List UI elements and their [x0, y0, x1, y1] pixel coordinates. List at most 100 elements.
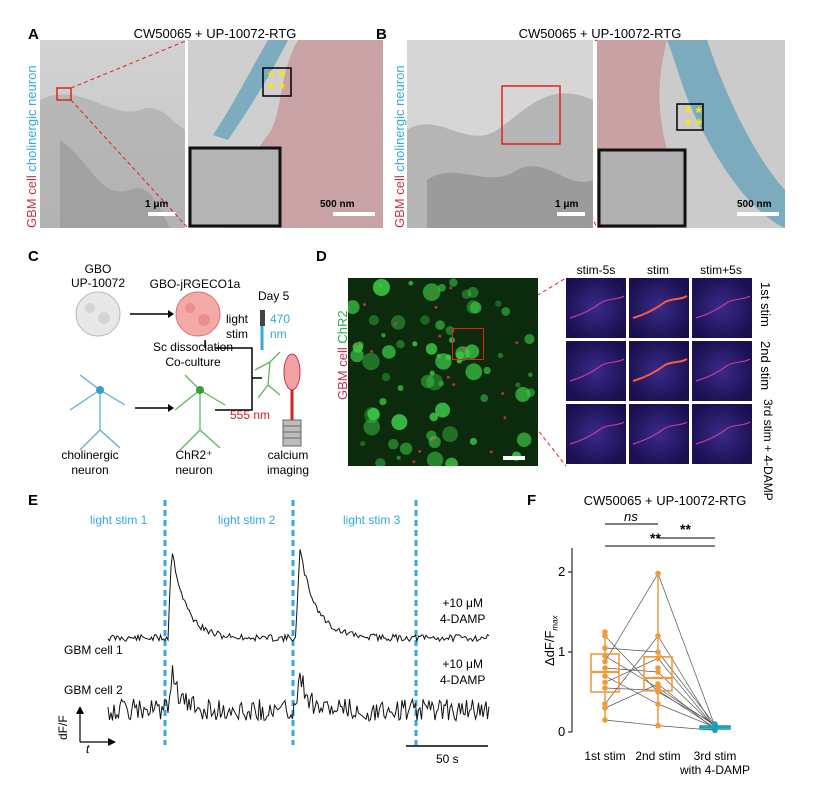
data-point: [655, 649, 661, 655]
data-point: [602, 665, 608, 671]
stim-label-2: light stim 2: [218, 513, 276, 527]
panel-f-title: CW50065 + UP-10072-RTG: [583, 493, 747, 508]
chr2-neuron-icon: [174, 374, 226, 451]
row-label-2nd: 2nd stim: [758, 341, 773, 391]
calcium-image-grid: [566, 278, 756, 466]
data-point: [712, 721, 718, 727]
x-axis-label-t: t: [86, 742, 90, 756]
panel-b-ylabel: GBM cell cholinergic neuron: [392, 65, 407, 228]
time-scale-label: 50 s: [436, 752, 459, 766]
em-image-b-zoom: * * * * 500 nm: [597, 40, 785, 228]
svg-text:* *: * *: [268, 69, 286, 86]
data-point: [602, 658, 608, 665]
data-point: [602, 701, 608, 707]
data-point: [655, 701, 661, 707]
data-point: [602, 645, 608, 651]
data-point: [602, 717, 608, 723]
stim-label-3: light stim 3: [343, 513, 401, 527]
stim-label-1: light stim 1: [90, 513, 148, 527]
row-label-3rd: 3rd stim + 4-DAMP: [761, 399, 775, 501]
trace-label-cell1: GBM cell 1: [64, 643, 123, 657]
gbo-label: GBO UP-10072: [70, 262, 126, 290]
excite-nm-label: 555 nm: [230, 408, 271, 422]
calcium-tile: [629, 278, 689, 338]
data-point: [602, 633, 608, 639]
sig-label-3: **: [650, 530, 661, 546]
gbo-organoid-icon: [75, 291, 121, 337]
data-point: [602, 705, 608, 711]
data-point: [602, 673, 608, 679]
data-point: [655, 669, 661, 675]
calcium-tile: [692, 341, 752, 401]
light-stim-label: light stim: [226, 312, 249, 341]
data-point: [655, 570, 661, 577]
calcium-tile: [692, 404, 752, 464]
day-label: Day 5: [258, 289, 290, 303]
sig-label-2: **: [680, 521, 691, 537]
x-category-label: 1st stim: [584, 749, 625, 763]
x-category-label: 3rd stim: [694, 749, 737, 763]
data-point: [655, 685, 661, 691]
y-tick-label: 0: [558, 724, 565, 739]
data-point: [655, 722, 661, 729]
data-point: [602, 629, 608, 635]
svg-text:* *: * *: [268, 81, 286, 98]
panel-b-title: CW50065 + UP-10072-RTG: [518, 26, 682, 41]
scale-bar-d: [503, 456, 525, 460]
y-axis-label-dff: dF/F: [56, 715, 70, 740]
scale-label-a-left: 1 μm: [145, 199, 169, 210]
scale-label-a-right: 500 nm: [320, 199, 355, 210]
scale-label-b-right: 500 nm: [737, 199, 772, 210]
zoom-box-a: [56, 87, 72, 101]
data-point: [655, 665, 661, 671]
data-point: [602, 653, 608, 659]
y-tick-label: 2: [558, 564, 565, 579]
em-image-b-overview: 1 μm: [407, 40, 593, 228]
data-point: [655, 655, 661, 662]
row-label-1st: 1st stim: [758, 282, 773, 327]
panel-label-f: F: [527, 492, 537, 509]
confocal-image-d: [348, 278, 538, 466]
drug-label-cell1: +10 μM 4-DAMP: [440, 596, 486, 626]
panel-label-d: D: [316, 248, 327, 265]
calcium-tile: [566, 404, 626, 464]
chr2-neuron-label: ChR2⁺ neuron: [175, 448, 213, 477]
panel-label-e: E: [28, 492, 39, 509]
calcium-imaging-label: calcium imaging: [266, 448, 310, 477]
data-point: [655, 633, 661, 639]
col-header-stim-5s-after: stim+5s: [700, 263, 742, 277]
x-category-label: 2nd stim: [635, 749, 680, 763]
light-nm-label: 470 nm: [270, 312, 291, 341]
gbo-reporter-label: GBO-jRGECO1a: [149, 277, 241, 291]
calcium-tile: [566, 341, 626, 401]
calcium-tile: [629, 341, 689, 401]
trace-label-cell2: GBM cell 2: [64, 683, 123, 697]
zoom-box-b: [501, 85, 561, 145]
calcium-tile: [629, 404, 689, 464]
panel-a-title: CW50065 + UP-10072-RTG: [133, 26, 297, 41]
zoom-box-d: [452, 328, 484, 360]
drug-label-cell2: +10 μM 4-DAMP: [440, 657, 486, 687]
panel-label-c: C: [28, 248, 39, 265]
data-point: [602, 679, 608, 686]
svg-text:* *: * *: [685, 117, 703, 134]
calcium-tile: [566, 278, 626, 338]
sig-label-ns: ns: [624, 509, 638, 524]
dissociation-label: Sc dissociation Co-culture: [152, 340, 234, 369]
data-point: [602, 685, 608, 691]
cholinergic-neuron-icon: [69, 374, 126, 451]
col-header-stim: stim: [647, 263, 669, 277]
panel-c-diagram: [69, 291, 302, 451]
calcium-traces: [76, 500, 490, 747]
paired-line: [604, 667, 716, 728]
calcium-tile: [692, 278, 752, 338]
data-point: [655, 681, 661, 687]
y-tick-label: 1: [558, 644, 565, 659]
cholinergic-neuron-label: cholinergic neuron: [61, 448, 119, 477]
col-header-stim-5s: stim-5s: [576, 263, 616, 277]
gbo-reporter-organoid-icon: [175, 291, 221, 337]
svg-text:* *: * *: [685, 105, 703, 122]
x-category-label: with 4-DAMP: [679, 763, 750, 777]
panel-label-b: B: [376, 26, 387, 43]
